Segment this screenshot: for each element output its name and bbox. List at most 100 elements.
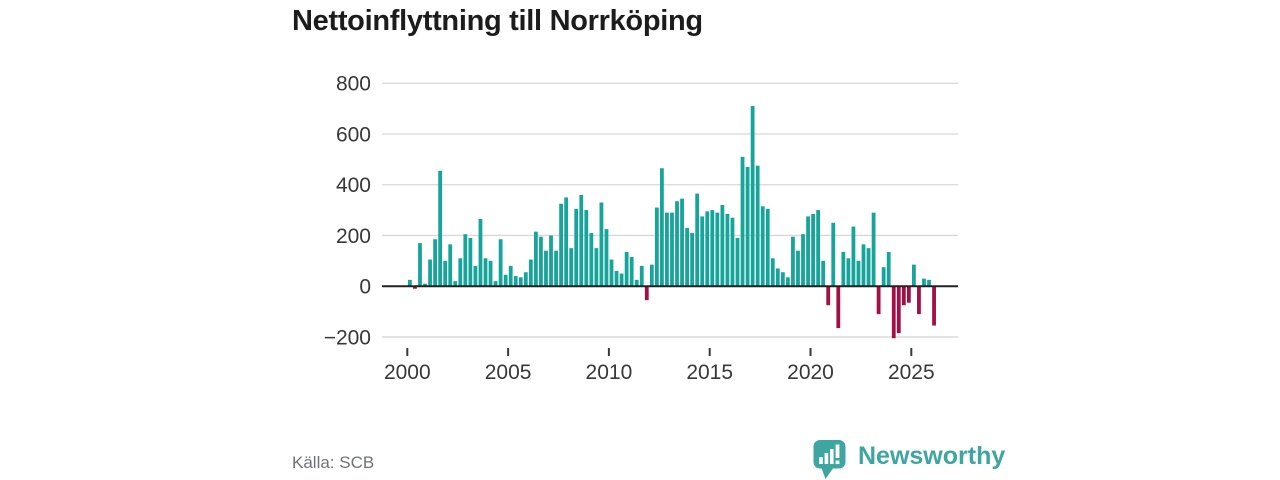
bar[interactable] [604,229,609,287]
bar[interactable] [861,244,866,287]
bar[interactable] [564,197,569,287]
bar[interactable] [569,248,574,287]
bar[interactable] [876,286,881,315]
bar[interactable] [715,212,720,287]
bar[interactable] [831,222,836,287]
bar[interactable] [856,260,861,287]
bar[interactable] [584,210,589,287]
bar[interactable] [644,286,649,301]
bar[interactable] [871,212,876,287]
bar[interactable] [654,207,659,287]
bar[interactable] [579,194,584,287]
bar[interactable] [468,237,473,287]
bar[interactable] [599,202,604,287]
bar[interactable] [413,286,417,289]
bar[interactable] [408,279,412,287]
bar[interactable] [836,286,841,329]
bar[interactable] [624,251,629,287]
bar[interactable] [846,258,851,287]
bar[interactable] [574,208,579,287]
bar[interactable] [513,276,518,287]
bar[interactable] [675,201,679,287]
bar[interactable] [690,232,695,287]
bar[interactable] [614,270,619,287]
bar[interactable] [841,251,846,287]
bar[interactable] [695,193,700,287]
bar[interactable] [705,211,710,287]
bar[interactable] [523,272,528,287]
bar[interactable] [428,259,432,287]
bar[interactable] [791,236,795,287]
bar[interactable] [796,250,800,287]
bar[interactable] [725,213,730,287]
bar[interactable] [619,273,624,287]
bar[interactable] [433,239,437,287]
bar[interactable] [851,226,856,287]
bar[interactable] [745,166,750,287]
bar[interactable] [453,281,458,287]
bar[interactable] [670,212,674,287]
bar[interactable] [473,265,478,287]
bar[interactable] [660,168,664,287]
bar[interactable] [735,237,740,287]
bar[interactable] [423,283,427,287]
bar[interactable] [463,234,468,287]
bar[interactable] [589,232,594,287]
bar[interactable] [750,106,755,287]
bar[interactable] [720,205,725,287]
bar[interactable] [448,244,453,287]
bar[interactable] [528,259,533,287]
bar[interactable] [917,286,921,315]
bar[interactable] [498,239,503,287]
bar[interactable] [418,243,422,287]
bar[interactable] [443,260,448,287]
bar[interactable] [765,208,770,287]
bar[interactable] [891,286,896,339]
bar[interactable] [544,250,548,287]
bar[interactable] [518,277,523,287]
bar[interactable] [906,286,911,303]
bar[interactable] [927,279,931,287]
bar[interactable] [700,216,705,287]
bar[interactable] [488,260,493,287]
bar[interactable] [811,213,815,287]
bar[interactable] [780,272,785,287]
bar[interactable] [539,236,543,287]
bar[interactable] [816,210,821,287]
bar[interactable] [755,165,760,287]
bar[interactable] [609,259,614,287]
bar[interactable] [458,258,463,287]
bar[interactable] [740,156,745,287]
bar[interactable] [639,265,644,287]
bar[interactable] [483,258,488,287]
bar[interactable] [493,281,498,287]
bar[interactable] [629,257,634,287]
bar[interactable] [438,170,443,287]
bar[interactable] [665,212,669,287]
bar[interactable] [634,279,639,287]
bar[interactable] [881,267,886,287]
bar[interactable] [680,198,684,287]
bar[interactable] [896,286,901,334]
bar[interactable] [508,265,513,287]
bar[interactable] [786,277,790,287]
bar[interactable] [685,227,689,287]
bar[interactable] [775,268,780,287]
bar[interactable] [760,206,765,287]
bar[interactable] [549,235,553,287]
bar[interactable] [901,286,906,306]
bar[interactable] [866,248,871,287]
bar[interactable] [801,234,805,287]
bar[interactable] [886,251,891,287]
bar[interactable] [503,274,508,287]
bar[interactable] [534,231,538,287]
bar[interactable] [922,278,926,287]
bar[interactable] [649,264,654,287]
bar[interactable] [710,210,715,287]
bar[interactable] [770,258,775,287]
bar[interactable] [730,217,735,287]
bar[interactable] [478,218,483,287]
bar[interactable] [932,286,936,326]
bar[interactable] [806,216,810,287]
bar[interactable] [912,264,916,287]
